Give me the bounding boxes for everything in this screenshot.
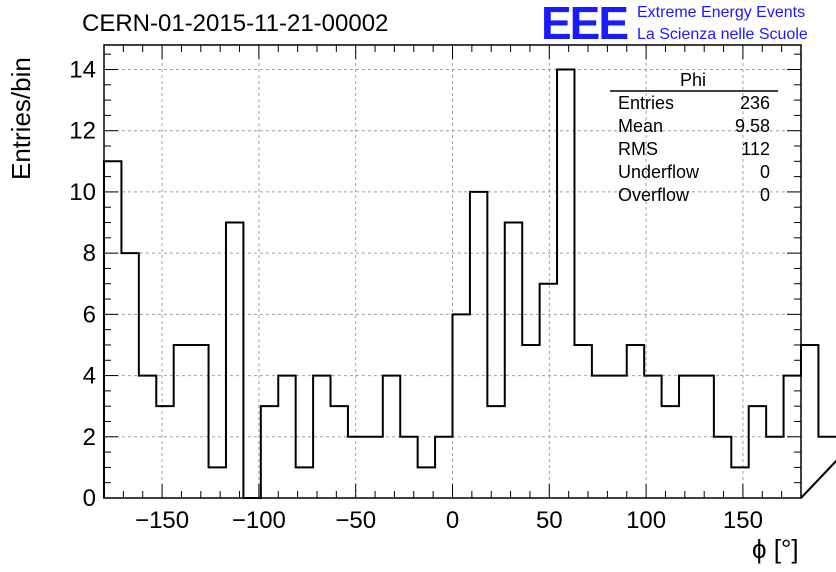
x-tick-label: 100 (626, 507, 666, 534)
histogram-bin (818, 437, 835, 498)
histogram-bin (644, 376, 661, 498)
stats-value: 112 (741, 139, 770, 159)
y-tick-label: 8 (83, 240, 96, 267)
stats-row-mean: Mean 9.58 (618, 116, 770, 138)
y-tick-label: 0 (83, 485, 96, 512)
y-tick-label: 12 (69, 118, 96, 145)
x-tick-label: 0 (446, 507, 459, 534)
y-axis-label: Entries/bin (6, 57, 36, 180)
stats-value: 9.58 (734, 116, 770, 136)
y-tick-label: 6 (83, 301, 96, 328)
histogram-bin (331, 406, 348, 498)
stats-value: 0 (759, 162, 770, 182)
histogram-bin (365, 437, 382, 498)
histogram-bin (609, 376, 626, 498)
chart-title: CERN-01-2015-11-21-00002 (82, 10, 389, 37)
stats-row-overflow: Overflow 0 (618, 185, 770, 207)
stats-value: 0 (759, 185, 770, 205)
x-tick-label: −50 (335, 507, 376, 534)
y-tick-label: 14 (69, 56, 96, 83)
histogram-bin (662, 406, 679, 498)
histogram-bin (226, 223, 243, 498)
logo-line-2: La Scienza nelle Scuole (637, 26, 808, 43)
histogram-bin (470, 192, 487, 498)
x-axis-label: ϕ [°] (752, 534, 799, 564)
histogram-bin (313, 376, 330, 498)
histogram-bin (801, 345, 818, 498)
stats-row-entries: Entries 236 (618, 93, 770, 115)
stats-label: Entries (618, 93, 675, 113)
histogram-bin (191, 345, 208, 498)
eee-logo-mark: EEE (541, 0, 629, 49)
stats-title: Phi (680, 70, 707, 90)
histogram-bin (487, 406, 504, 498)
histogram-bin (505, 223, 522, 498)
histogram-bin (696, 376, 713, 498)
histogram-bin (592, 376, 609, 498)
logo-line-1: Extreme Energy Events (637, 4, 806, 21)
histogram-bin (139, 376, 156, 498)
histogram-bin (522, 345, 539, 498)
histogram-bin (296, 467, 313, 498)
x-tick-label: 150 (723, 507, 763, 534)
histogram-bin (400, 437, 417, 498)
y-tick-label: 10 (69, 179, 96, 206)
x-tick-label: −150 (135, 507, 189, 534)
histogram-bin (156, 406, 173, 498)
stats-value: 236 (739, 93, 770, 113)
histogram-bin (557, 69, 574, 498)
histogram-bin (627, 345, 644, 498)
histogram-bin (731, 467, 748, 498)
histogram-bin (749, 406, 766, 498)
histogram-bin (714, 437, 731, 498)
stats-label: Overflow (618, 185, 690, 205)
histogram-bin (766, 437, 783, 498)
histogram-bin (453, 314, 470, 498)
histogram-bin (209, 467, 226, 498)
y-tick-label: 2 (83, 424, 96, 451)
histogram-bin (348, 437, 365, 498)
stats-row-underflow: Underflow 0 (618, 162, 770, 184)
histogram-bin (574, 345, 591, 498)
histogram-bin (418, 467, 435, 498)
stats-label: RMS (618, 139, 658, 159)
histogram-bin (383, 376, 400, 498)
x-tick-label: 50 (536, 507, 563, 534)
stats-label: Underflow (618, 162, 700, 182)
histogram-bin (174, 345, 191, 498)
histogram-bin (679, 376, 696, 498)
stats-label: Mean (618, 116, 664, 136)
stats-row-rms: RMS 112 (618, 139, 770, 161)
histogram-bin (435, 437, 452, 498)
y-tick-label: 4 (83, 363, 96, 390)
histogram-bin (261, 406, 278, 498)
histogram-bin (540, 284, 557, 498)
x-tick-label: −100 (232, 507, 286, 534)
histogram-bin (121, 253, 138, 498)
histogram-bin (278, 376, 295, 498)
